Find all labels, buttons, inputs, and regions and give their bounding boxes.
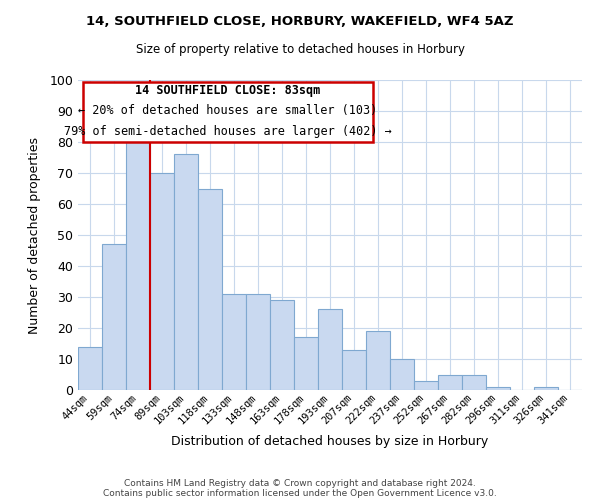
Text: Size of property relative to detached houses in Horbury: Size of property relative to detached ho… [136, 42, 464, 56]
Text: Contains public sector information licensed under the Open Government Licence v3: Contains public sector information licen… [103, 488, 497, 498]
Text: 14, SOUTHFIELD CLOSE, HORBURY, WAKEFIELD, WF4 5AZ: 14, SOUTHFIELD CLOSE, HORBURY, WAKEFIELD… [86, 15, 514, 28]
Bar [246, 294, 270, 390]
Bar [294, 338, 318, 390]
Text: ← 20% of detached houses are smaller (103): ← 20% of detached houses are smaller (10… [79, 104, 377, 117]
Text: 14 SOUTHFIELD CLOSE: 83sqm: 14 SOUTHFIELD CLOSE: 83sqm [136, 84, 320, 97]
Bar [126, 139, 150, 390]
Bar [174, 154, 198, 390]
Bar [78, 346, 102, 390]
Bar [198, 188, 222, 390]
Text: Contains HM Land Registry data © Crown copyright and database right 2024.: Contains HM Land Registry data © Crown c… [124, 478, 476, 488]
Bar [150, 173, 174, 390]
Bar [414, 380, 438, 390]
Bar [462, 374, 486, 390]
FancyBboxPatch shape [83, 82, 373, 142]
Y-axis label: Number of detached properties: Number of detached properties [28, 136, 41, 334]
X-axis label: Distribution of detached houses by size in Horbury: Distribution of detached houses by size … [172, 434, 488, 448]
Bar [318, 310, 342, 390]
Bar [366, 331, 390, 390]
Bar [342, 350, 366, 390]
Bar [486, 387, 510, 390]
Bar [102, 244, 126, 390]
Bar [438, 374, 462, 390]
Bar [390, 359, 414, 390]
Text: 79% of semi-detached houses are larger (402) →: 79% of semi-detached houses are larger (… [64, 124, 392, 138]
Bar [270, 300, 294, 390]
Bar [534, 387, 558, 390]
Bar [222, 294, 246, 390]
